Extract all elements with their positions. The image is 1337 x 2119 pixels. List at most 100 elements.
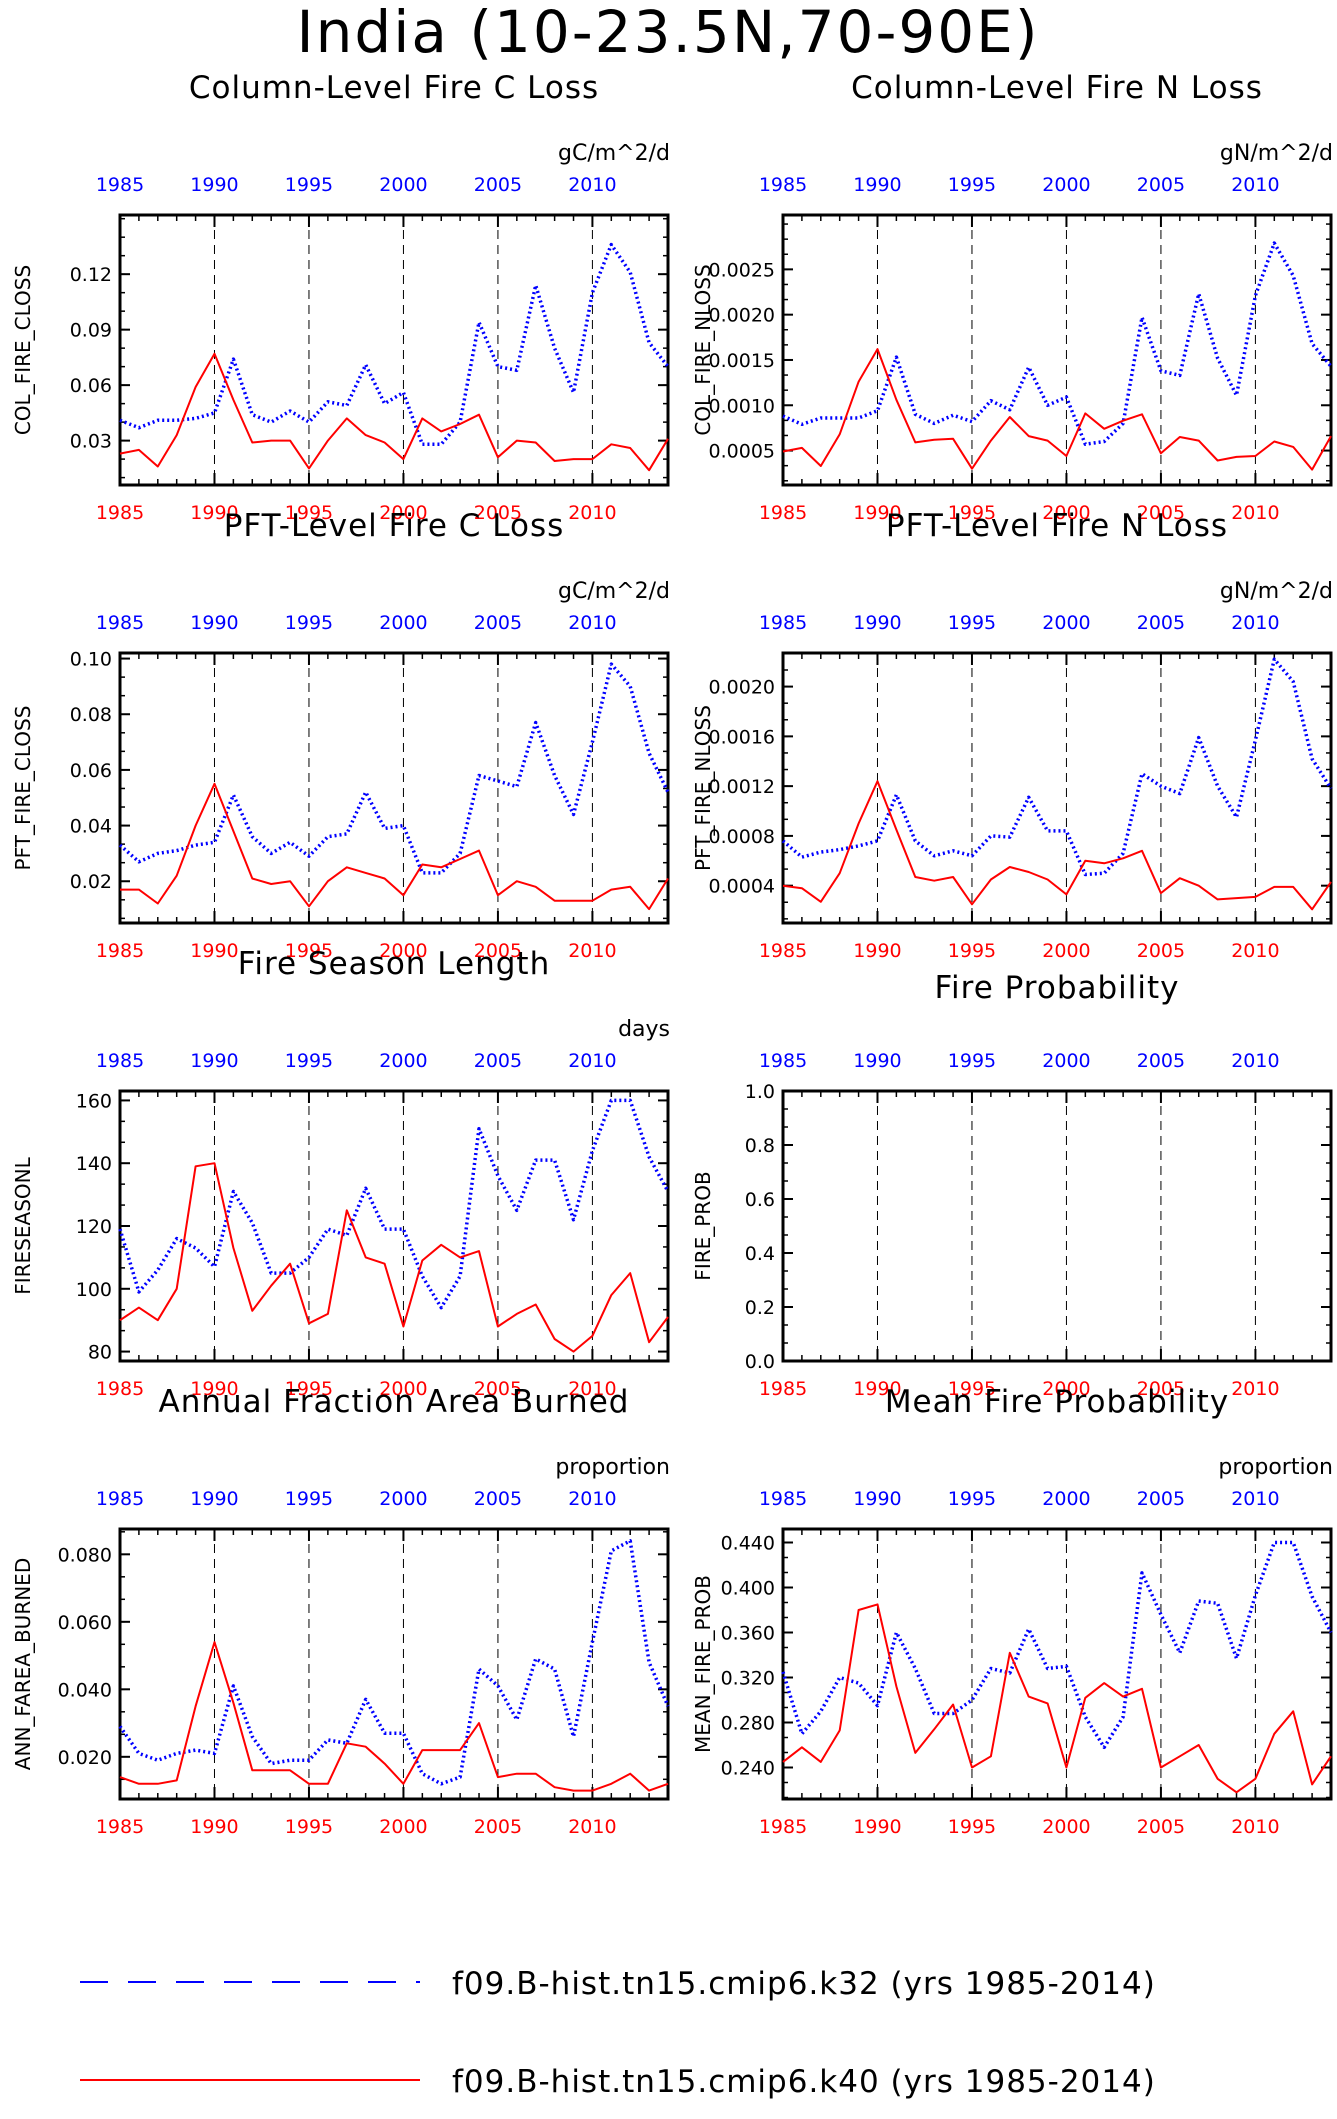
x-bottom-tick-label: 1985: [759, 1816, 807, 1838]
panels-group: Column-Level Fire C Loss gC/m^2/d 0.03 0.06…: [11, 70, 1333, 1838]
y-tick-label: 0.09: [70, 320, 112, 342]
y-tick-label: 160: [76, 1090, 112, 1112]
x-bottom-tick-label: 2000: [379, 502, 427, 524]
y-axis-label: PFT_FIRE_CLOSS: [11, 706, 35, 871]
y-tick-label: 1.0: [745, 1081, 775, 1103]
y-tick-label: 0.0008: [709, 826, 775, 848]
x-top-tick-label: 1990: [190, 1488, 238, 1510]
y-tick-label: 0.400: [721, 1578, 775, 1600]
y-tick-label: 0.06: [70, 760, 112, 782]
x-bottom-tick-label: 1990: [190, 1378, 238, 1400]
units-label: gC/m^2/d: [558, 579, 670, 604]
x-top-tick-label: 1985: [759, 174, 807, 196]
x-top-tick-label: 1995: [948, 1050, 996, 1072]
x-bottom-tick-label: 2005: [474, 940, 522, 962]
series-line-red: [119, 352, 669, 472]
x-top-tick-label: 1995: [285, 612, 333, 634]
x-top-tick-label: 1990: [853, 174, 901, 196]
x-top-tick-label: 2005: [1137, 1050, 1185, 1072]
x-bottom-tick-label: 2010: [1231, 1378, 1279, 1400]
y-tick-label: 0.0005: [709, 441, 775, 463]
x-bottom-tick-label: 2010: [568, 1816, 616, 1838]
units-label: proportion: [1218, 1455, 1333, 1480]
y-tick-label: 0.0020: [709, 677, 775, 699]
y-tick-label: 0.12: [70, 264, 112, 286]
x-top-tick-label: 1990: [190, 612, 238, 634]
chart-panel-7: Annual Fraction Area Burned proportion 0.0…: [11, 1384, 670, 1838]
x-top-tick-label: 1990: [853, 1050, 901, 1072]
x-top-tick-label: 1985: [759, 1488, 807, 1510]
series-line-red: [782, 780, 1332, 911]
y-tick-label: 0.0025: [709, 259, 775, 281]
y-axis-label: COL_FIRE_NLOSS: [691, 264, 715, 435]
x-bottom-tick-label: 2010: [568, 1378, 616, 1400]
x-top-tick-label: 2005: [1137, 174, 1185, 196]
x-top-tick-label: 2000: [1042, 1050, 1090, 1072]
y-tick-label: 0.040: [58, 1679, 112, 1701]
x-top-tick-label: 2000: [1042, 1488, 1090, 1510]
x-top-tick-label: 2000: [379, 174, 427, 196]
x-top-tick-label: 2000: [379, 1488, 427, 1510]
x-bottom-tick-label: 2000: [379, 940, 427, 962]
units-label: proportion: [555, 1455, 670, 1480]
x-bottom-tick-label: 2000: [1042, 502, 1090, 524]
y-tick-label: 0.080: [58, 1544, 112, 1566]
x-bottom-tick-label: 2005: [1137, 940, 1185, 962]
x-bottom-tick-label: 1990: [853, 1378, 901, 1400]
x-top-tick-label: 2005: [474, 1050, 522, 1072]
x-bottom-tick-label: 1995: [948, 1816, 996, 1838]
chart-panel-2: Column-Level Fire N Loss gN/m^2/d 0.0005 0.…: [691, 70, 1333, 524]
x-bottom-tick-label: 2005: [474, 502, 522, 524]
x-top-tick-label: 1985: [96, 1488, 144, 1510]
x-bottom-tick-label: 1985: [96, 1816, 144, 1838]
plot-frame: [781, 213, 1333, 487]
x-top-tick-label: 2005: [474, 1488, 522, 1510]
panel-title: PFT-Level Fire N Loss: [886, 508, 1228, 544]
plot-frame: [118, 213, 670, 487]
x-top-tick-label: 1990: [190, 1050, 238, 1072]
x-top-tick-label: 2000: [379, 1050, 427, 1072]
y-tick-label: 0.0004: [709, 876, 775, 898]
x-top-tick-label: 1990: [853, 1488, 901, 1510]
legend-item-1: f09.B-hist.tn15.cmip6.k32 (yrs 1985-2014…: [80, 1966, 1155, 2002]
x-bottom-tick-label: 1990: [853, 1816, 901, 1838]
legend-label: f09.B-hist.tn15.cmip6.k40 (yrs 1985-2014…: [452, 2064, 1156, 2100]
x-top-tick-label: 1995: [948, 174, 996, 196]
y-tick-label: 0.440: [721, 1533, 775, 1555]
x-top-tick-label: 2005: [1137, 612, 1185, 634]
x-top-tick-label: 2010: [1231, 1488, 1279, 1510]
panel-title: Column-Level Fire N Loss: [851, 70, 1263, 106]
x-top-tick-label: 2005: [1137, 1488, 1185, 1510]
x-bottom-tick-label: 1990: [190, 1816, 238, 1838]
x-top-tick-label: 2010: [1231, 174, 1279, 196]
plot-frame: [118, 1527, 670, 1801]
x-bottom-tick-label: 2010: [568, 502, 616, 524]
series-line-blue: [118, 662, 670, 875]
series-line-blue: [781, 657, 1333, 877]
plot-frame: [781, 1527, 1333, 1801]
chart-panel-6: Fire Probability 0.0 0.2 0.4 0.6 0.8 1.0 1985 19…: [691, 970, 1333, 1400]
y-tick-label: 80: [88, 1342, 112, 1364]
series-line-blue: [118, 1539, 670, 1786]
x-bottom-tick-label: 1995: [285, 1378, 333, 1400]
y-axis-label: FIRESEASONL: [11, 1156, 35, 1294]
x-top-tick-label: 2000: [1042, 174, 1090, 196]
x-top-tick-label: 2010: [568, 174, 616, 196]
y-tick-label: 0.04: [70, 816, 112, 838]
chart-panel-4: PFT-Level Fire N Loss gN/m^2/d 0.0004 0.000…: [691, 508, 1333, 962]
x-bottom-tick-label: 1995: [285, 940, 333, 962]
x-bottom-tick-label: 2010: [1231, 940, 1279, 962]
y-tick-label: 0.0020: [709, 305, 775, 327]
x-bottom-tick-label: 1990: [853, 940, 901, 962]
chart-panel-3: PFT-Level Fire C Loss gC/m^2/d 0.02 0.04 0.0…: [11, 508, 670, 962]
x-top-tick-label: 1995: [948, 1488, 996, 1510]
panel-title: PFT-Level Fire C Loss: [224, 508, 565, 544]
figure-title: India (10-23.5N,70-90E): [297, 0, 1040, 66]
y-tick-label: 0.280: [721, 1713, 775, 1735]
x-bottom-tick-label: 2000: [379, 1816, 427, 1838]
y-axis-label: ANN_FAREA_BURNED: [11, 1558, 35, 1770]
x-bottom-tick-label: 2005: [1137, 1816, 1185, 1838]
y-axis-label: FIRE_PROB: [691, 1171, 715, 1280]
y-tick-label: 0.0010: [709, 395, 775, 417]
